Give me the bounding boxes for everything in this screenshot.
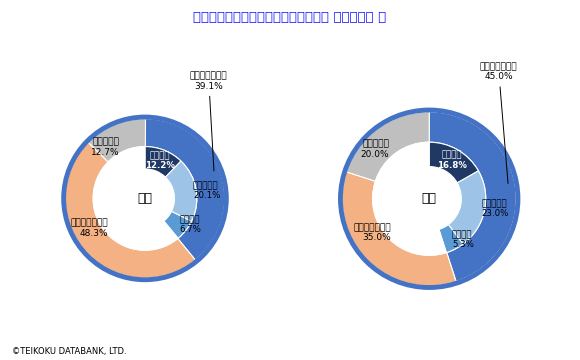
Text: 採用予定はない
48.3%: 採用予定はない 48.3% bbox=[71, 218, 108, 238]
Wedge shape bbox=[164, 211, 191, 238]
Wedge shape bbox=[429, 142, 478, 183]
Text: 変わらない
20.1%: 変わらない 20.1% bbox=[193, 181, 220, 201]
Text: 減少する
5.3%: 減少する 5.3% bbox=[452, 230, 474, 249]
Text: 増加する
16.8%: 増加する 16.8% bbox=[437, 151, 466, 170]
Wedge shape bbox=[429, 112, 516, 282]
Wedge shape bbox=[373, 142, 447, 255]
Wedge shape bbox=[165, 161, 197, 221]
Wedge shape bbox=[66, 142, 195, 278]
Text: 新卒: 新卒 bbox=[137, 192, 153, 205]
Wedge shape bbox=[342, 172, 456, 286]
Text: 分からない
20.0%: 分からない 20.0% bbox=[360, 140, 389, 159]
Wedge shape bbox=[145, 119, 224, 260]
Wedge shape bbox=[439, 225, 463, 253]
Text: 採用予定がある
45.0%: 採用予定がある 45.0% bbox=[480, 62, 517, 184]
Wedge shape bbox=[346, 112, 429, 181]
Circle shape bbox=[122, 176, 167, 221]
Text: 分からない
12.7%: 分からない 12.7% bbox=[91, 137, 119, 157]
Text: 中途: 中途 bbox=[422, 192, 437, 205]
Text: 採用予定がある
39.1%: 採用予定がある 39.1% bbox=[190, 71, 227, 171]
Wedge shape bbox=[93, 147, 178, 250]
Text: 変わらない
23.0%: 変わらない 23.0% bbox=[481, 199, 509, 219]
Text: ©TEIKOKU DATABANK, LTD.: ©TEIKOKU DATABANK, LTD. bbox=[12, 347, 126, 356]
Text: 減少する
6.7%: 減少する 6.7% bbox=[180, 215, 202, 234]
Circle shape bbox=[405, 174, 454, 223]
Text: 採用予定はない
35.0%: 採用予定はない 35.0% bbox=[353, 223, 391, 242]
Wedge shape bbox=[448, 171, 485, 244]
Text: 増加する
12.2%: 増加する 12.2% bbox=[145, 151, 175, 170]
Wedge shape bbox=[88, 119, 146, 162]
Text: 正社員の「採用予定がある」割合　～ 新卒と中途 ～: 正社員の「採用予定がある」割合 ～ 新卒と中途 ～ bbox=[193, 11, 387, 24]
Wedge shape bbox=[145, 147, 181, 177]
